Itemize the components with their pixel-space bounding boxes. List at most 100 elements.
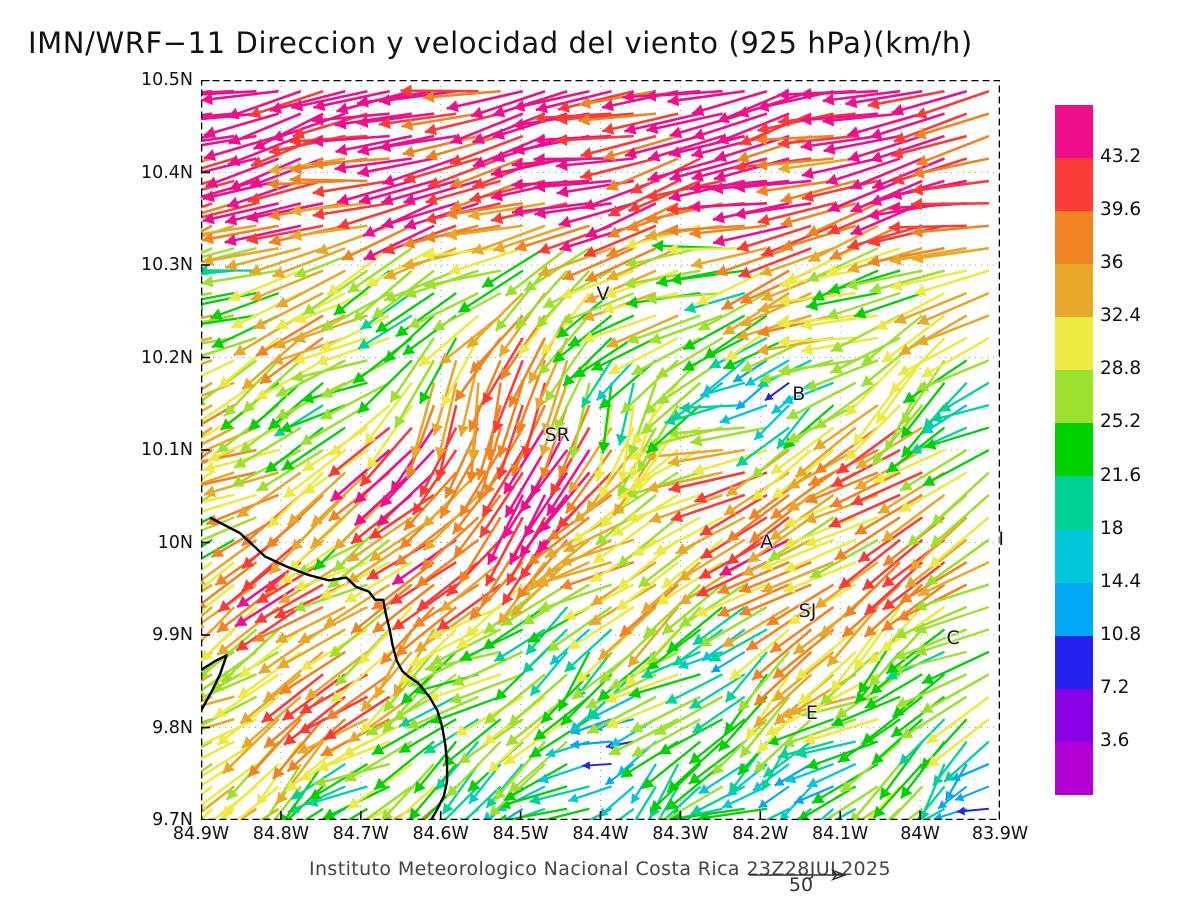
wind-vector-arrow: [871, 404, 924, 466]
wind-vector-arrow: [724, 651, 768, 703]
wind-vector-arrow: [829, 628, 879, 693]
wind-vector-arrow: [410, 382, 436, 459]
wind-vector-arrow: [691, 695, 746, 734]
colorbar-segment: [1055, 741, 1093, 795]
wind-vector-arrow: [248, 381, 302, 431]
wind-vector-arrow: [374, 628, 413, 699]
wind-vector-arrow: [630, 695, 701, 733]
wind-vector-arrow: [544, 337, 591, 403]
wind-vector-arrow: [920, 336, 990, 379]
wind-vector-arrow: [698, 605, 768, 648]
wind-vector-arrow: [627, 179, 701, 213]
wind-vector-arrow: [722, 291, 790, 336]
wind-vector-arrow: [537, 246, 613, 277]
wind-vector-arrow: [840, 740, 901, 794]
wind-vector-arrow: [505, 695, 569, 747]
wind-vector-arrow: [312, 179, 390, 198]
wind-vector-arrow: [201, 493, 235, 504]
wind-vector-arrow: [344, 561, 413, 604]
wind-vector-arrow: [641, 650, 701, 679]
wind-vector-arrow: [259, 336, 324, 385]
wind-vector-arrow: [201, 89, 235, 94]
wind-vector-arrow: [853, 291, 923, 319]
wind-vector-arrow: [777, 740, 834, 760]
wind-vector-arrow: [804, 516, 879, 548]
wind-vector-arrow: [721, 785, 768, 809]
wind-vector-arrow: [487, 718, 546, 774]
wind-vector-arrow: [843, 561, 902, 618]
y-axis-tick-label: 10.2N: [140, 347, 193, 368]
wind-vector-arrow: [423, 224, 501, 243]
wind-vector-arrow: [237, 807, 258, 820]
wind-vector-arrow: [642, 583, 702, 639]
wind-vector-arrow: [498, 785, 568, 810]
wind-vector-arrow: [201, 246, 279, 267]
wind-vector-arrow: [521, 628, 569, 674]
wind-vector-arrow: [418, 337, 458, 405]
wind-vector-arrow: [363, 224, 435, 261]
wind-vector-arrow: [844, 359, 902, 417]
wind-vector-arrow: [893, 628, 968, 661]
wind-vector-arrow: [745, 605, 813, 652]
wind-vector-arrow: [441, 763, 480, 815]
wind-vector-arrow: [238, 628, 302, 679]
wind-vector-arrow: [916, 359, 990, 392]
wind-vector-arrow: [944, 763, 968, 802]
wind-vector-arrow: [608, 717, 679, 756]
wind-vector-arrow: [311, 112, 390, 126]
wind-vector-arrow: [616, 807, 635, 820]
wind-vector-arrow: [201, 314, 213, 320]
wind-vector-arrow: [329, 650, 391, 704]
wind-vector-arrow: [280, 538, 346, 585]
wind-vector-arrow: [556, 157, 634, 172]
wind-vector-arrow: [720, 269, 790, 311]
wind-vector-arrow: [626, 314, 701, 345]
wind-vector-arrow: [926, 718, 990, 768]
wind-vector-arrow: [201, 112, 257, 121]
wind-vector-arrow: [893, 112, 968, 144]
wind-vector-arrow: [703, 314, 768, 360]
wind-vector-arrow: [898, 718, 946, 766]
wind-vector-arrow: [660, 538, 724, 590]
colorbar-segment: [1055, 476, 1093, 530]
wind-vector-arrow: [656, 561, 724, 606]
wind-vector-arrow: [464, 583, 524, 639]
wind-vector-arrow: [646, 471, 723, 494]
wind-vector-arrow: [381, 673, 436, 734]
wind-vector-arrow: [845, 89, 923, 109]
wind-vector-arrow: [666, 224, 745, 237]
wind-vector-arrow: [419, 426, 458, 498]
wind-vector-arrow: [351, 269, 413, 323]
wind-vector-arrow: [796, 785, 857, 820]
colorbar-segment: [1055, 635, 1093, 689]
wind-vector-arrow: [617, 404, 636, 483]
wind-vector-arrow: [537, 762, 590, 784]
wind-vector-arrow: [557, 404, 591, 478]
wind-vector-arrow: [201, 561, 213, 572]
wind-vector-arrow: [241, 538, 302, 592]
wind-vector-arrow: [878, 740, 924, 801]
wind-vector-arrow: [753, 673, 813, 729]
wind-vector-arrow: [445, 202, 524, 220]
wind-vector-arrow: [888, 221, 967, 234]
wind-vector-arrow: [422, 493, 480, 552]
wind-vector-arrow: [692, 606, 746, 646]
wind-vector-arrow: [573, 471, 635, 524]
wind-vector-arrow: [201, 202, 257, 219]
wind-vector-arrow: [850, 471, 923, 506]
x-axis-tick-label: 84W: [900, 824, 940, 844]
wind-vector-arrow: [329, 404, 391, 457]
wind-vector-arrow: [365, 247, 435, 288]
wind-vector-arrow: [905, 807, 924, 820]
wind-vector-arrow: [567, 605, 635, 651]
wind-vector-arrow: [570, 739, 612, 750]
wind-vector-arrow: [624, 134, 701, 159]
wind-vector-arrow: [346, 807, 369, 820]
wind-vector-arrow: [380, 179, 457, 206]
wind-vector-arrow: [885, 628, 946, 675]
wind-vector-arrow: [368, 493, 435, 540]
wind-vector-plot: [201, 80, 1000, 820]
wind-vector-arrow: [780, 202, 857, 228]
wind-vector-arrow: [201, 247, 235, 259]
wind-vector-arrow: [304, 650, 369, 701]
